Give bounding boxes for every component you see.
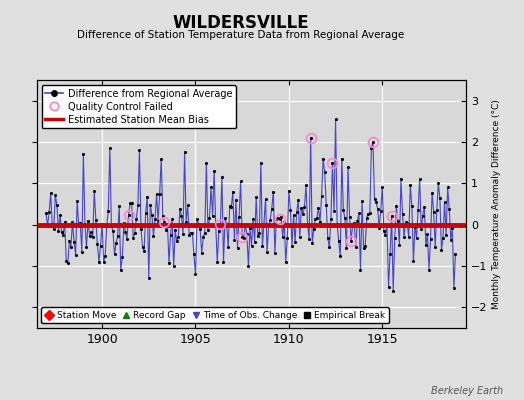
Text: Berkeley Earth: Berkeley Earth	[431, 386, 503, 396]
Y-axis label: Monthly Temperature Anomaly Difference (°C): Monthly Temperature Anomaly Difference (…	[492, 99, 501, 309]
Legend: Station Move, Record Gap, Time of Obs. Change, Empirical Break: Station Move, Record Gap, Time of Obs. C…	[41, 307, 389, 324]
Text: Difference of Station Temperature Data from Regional Average: Difference of Station Temperature Data f…	[78, 30, 405, 40]
Text: WILDERSVILLE: WILDERSVILLE	[173, 14, 309, 32]
